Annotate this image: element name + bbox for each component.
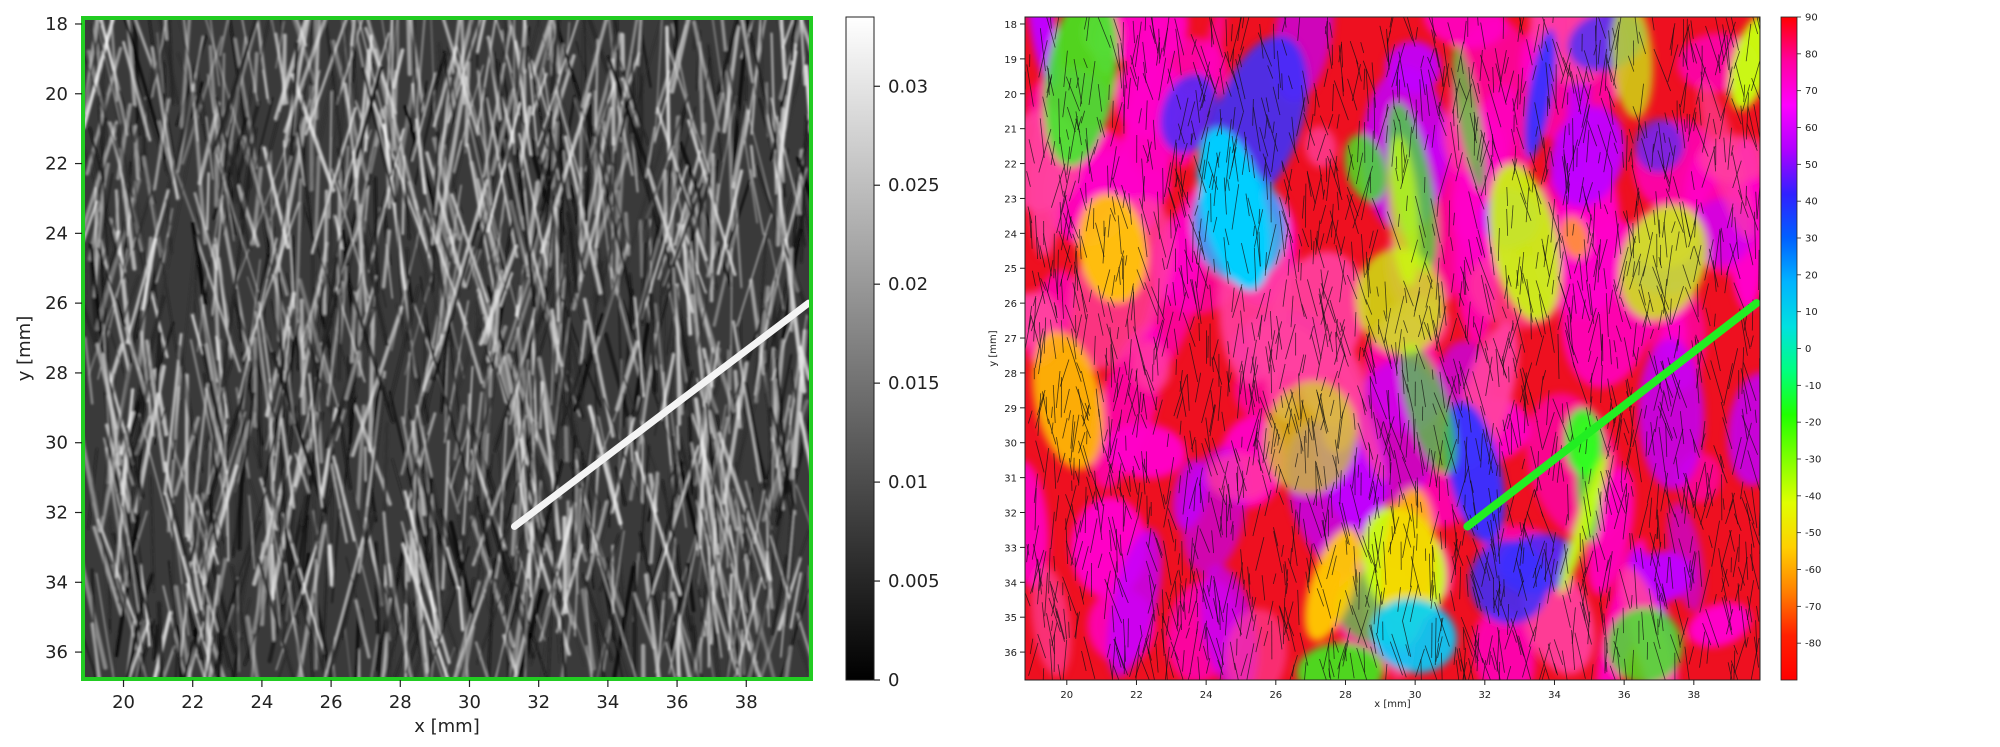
y-tick-label: 33 bbox=[1004, 543, 1017, 554]
colorbar-tick-label: 20 bbox=[1805, 270, 1818, 281]
x-tick-label: 26 bbox=[1269, 690, 1282, 701]
fiber-direction-lines bbox=[1025, 17, 1760, 680]
y-tick-label: 24 bbox=[1004, 229, 1017, 240]
y-axis-label: y [mm] bbox=[14, 316, 35, 382]
orientation-heatmap-chart: 20 22 24 26 28 30 32 34 36 38 18 19 20 21 22 23 24 25 26 27… bbox=[988, 13, 1821, 711]
y-tick-label: 24 bbox=[45, 223, 68, 244]
x-tick-label: 30 bbox=[458, 692, 481, 713]
y-tick-label: 20 bbox=[45, 84, 68, 105]
x-tick-label: 20 bbox=[1060, 690, 1073, 701]
x-tick-label: 32 bbox=[527, 692, 550, 713]
x-tick-label: 28 bbox=[389, 692, 412, 713]
x-tick-label: 34 bbox=[596, 692, 619, 713]
x-tick-label: 36 bbox=[666, 692, 689, 713]
x-tick-label: 32 bbox=[1478, 690, 1491, 701]
y-tick-label: 36 bbox=[45, 642, 68, 663]
y-tick-label: 34 bbox=[45, 572, 68, 593]
colorbar-gradient bbox=[1780, 16, 1798, 681]
orientation-map-image bbox=[1025, 17, 1760, 680]
colorbar-tick-label: 80 bbox=[1805, 49, 1818, 60]
y-tick-label: 25 bbox=[1004, 264, 1017, 275]
orientation-patches bbox=[1025, 17, 1760, 680]
y-tick-label: 28 bbox=[45, 363, 68, 384]
y-tick-label: 21 bbox=[1004, 125, 1017, 136]
colorbar-tick-label: 60 bbox=[1805, 123, 1818, 134]
map-border bbox=[81, 16, 813, 681]
x-tick-label: 34 bbox=[1548, 690, 1561, 701]
colorbar-gradient bbox=[845, 16, 875, 681]
y-tick-label: 22 bbox=[45, 154, 68, 175]
y-tick-label: 19 bbox=[1004, 55, 1017, 66]
colorbar-tick-label: 0 bbox=[1805, 344, 1811, 355]
grayscale-heatmap-chart: 20 22 24 26 28 30 32 34 36 38 18 20 22 24 26 28 30 32 34 36… bbox=[14, 14, 940, 737]
y-tick-label: 32 bbox=[45, 503, 68, 524]
colorbar-tick-label: 0.025 bbox=[888, 175, 940, 196]
x-tick-label: 22 bbox=[181, 692, 204, 713]
y-tick-label: 18 bbox=[1004, 20, 1017, 31]
x-tick-label: 22 bbox=[1130, 690, 1143, 701]
colorbar-tick-label: 0.03 bbox=[888, 76, 928, 97]
colorbar-tick-label: 10 bbox=[1805, 307, 1818, 318]
x-tick-label: 28 bbox=[1339, 690, 1352, 701]
y-tick-label: 18 bbox=[45, 14, 68, 35]
left-chart-panel: 20 22 24 26 28 30 32 34 36 38 18 20 22 24 26 28 30 32 34 36… bbox=[0, 0, 980, 747]
y-tick-label: 32 bbox=[1004, 509, 1017, 520]
bright-fiber-line bbox=[510, 299, 812, 530]
colorbar-tick-label: 0.01 bbox=[888, 472, 928, 493]
colorbar-tick-label: 0.005 bbox=[888, 571, 940, 592]
x-tick-label: 30 bbox=[1409, 690, 1422, 701]
green-fiber-line bbox=[1463, 299, 1760, 531]
colorbar-tick-label: -60 bbox=[1805, 565, 1821, 576]
x-axis-label: x [mm] bbox=[1374, 699, 1410, 710]
y-tick-label: 20 bbox=[1004, 90, 1017, 101]
x-tick-label: 36 bbox=[1618, 690, 1631, 701]
colorbar-tick-label: 40 bbox=[1805, 197, 1818, 208]
x-tick-label: 20 bbox=[112, 692, 135, 713]
y-tick-label: 35 bbox=[1004, 613, 1017, 624]
y-tick-label: 22 bbox=[1004, 160, 1017, 171]
colorbar-tick-label: -20 bbox=[1805, 418, 1821, 429]
map-border bbox=[1024, 16, 1761, 681]
y-axis-label: y [mm] bbox=[988, 330, 999, 366]
grayscale-map-image bbox=[82, 17, 812, 680]
x-tick-label: 26 bbox=[320, 692, 343, 713]
colorbar-tick-label: -50 bbox=[1805, 528, 1821, 539]
right-chart-panel: 20 22 24 26 28 30 32 34 36 38 18 19 20 21 22 23 24 25 26 27… bbox=[980, 0, 2000, 747]
colorbar-tick-label: -70 bbox=[1805, 602, 1821, 613]
colorbar-tick-label: 0.015 bbox=[888, 373, 940, 394]
colorbar-tick-label: -10 bbox=[1805, 381, 1821, 392]
x-tick-label: 38 bbox=[1687, 690, 1700, 701]
y-tick-label: 29 bbox=[1004, 404, 1017, 415]
y-tick-label: 34 bbox=[1004, 578, 1017, 589]
colorbar-tick-label: -80 bbox=[1805, 639, 1821, 650]
y-tick-label: 27 bbox=[1004, 334, 1017, 345]
y-tick-label: 26 bbox=[45, 293, 68, 314]
colorbar-tick-label: -30 bbox=[1805, 455, 1821, 466]
y-tick-label: 23 bbox=[1004, 194, 1017, 205]
x-axis-label: x [mm] bbox=[414, 716, 480, 737]
colorbar-tick-label: 50 bbox=[1805, 160, 1818, 171]
colorbar-tick-label: -40 bbox=[1805, 491, 1821, 502]
y-tick-label: 28 bbox=[1004, 369, 1017, 380]
colorbar-tick-label: 30 bbox=[1805, 234, 1818, 245]
x-tick-label: 38 bbox=[735, 692, 758, 713]
colorbar-tick-label: 70 bbox=[1805, 86, 1818, 97]
colorbar-tick-label: 0.02 bbox=[888, 274, 928, 295]
x-tick-label: 24 bbox=[1200, 690, 1213, 701]
y-tick-label: 30 bbox=[1004, 439, 1017, 450]
y-tick-label: 36 bbox=[1004, 648, 1017, 659]
y-tick-label: 30 bbox=[45, 433, 68, 454]
y-tick-label: 31 bbox=[1004, 474, 1017, 485]
y-tick-label: 26 bbox=[1004, 299, 1017, 310]
colorbar-tick-label: 90 bbox=[1805, 13, 1818, 24]
colorbar-tick-label: 0 bbox=[888, 670, 899, 691]
x-tick-label: 24 bbox=[250, 692, 273, 713]
